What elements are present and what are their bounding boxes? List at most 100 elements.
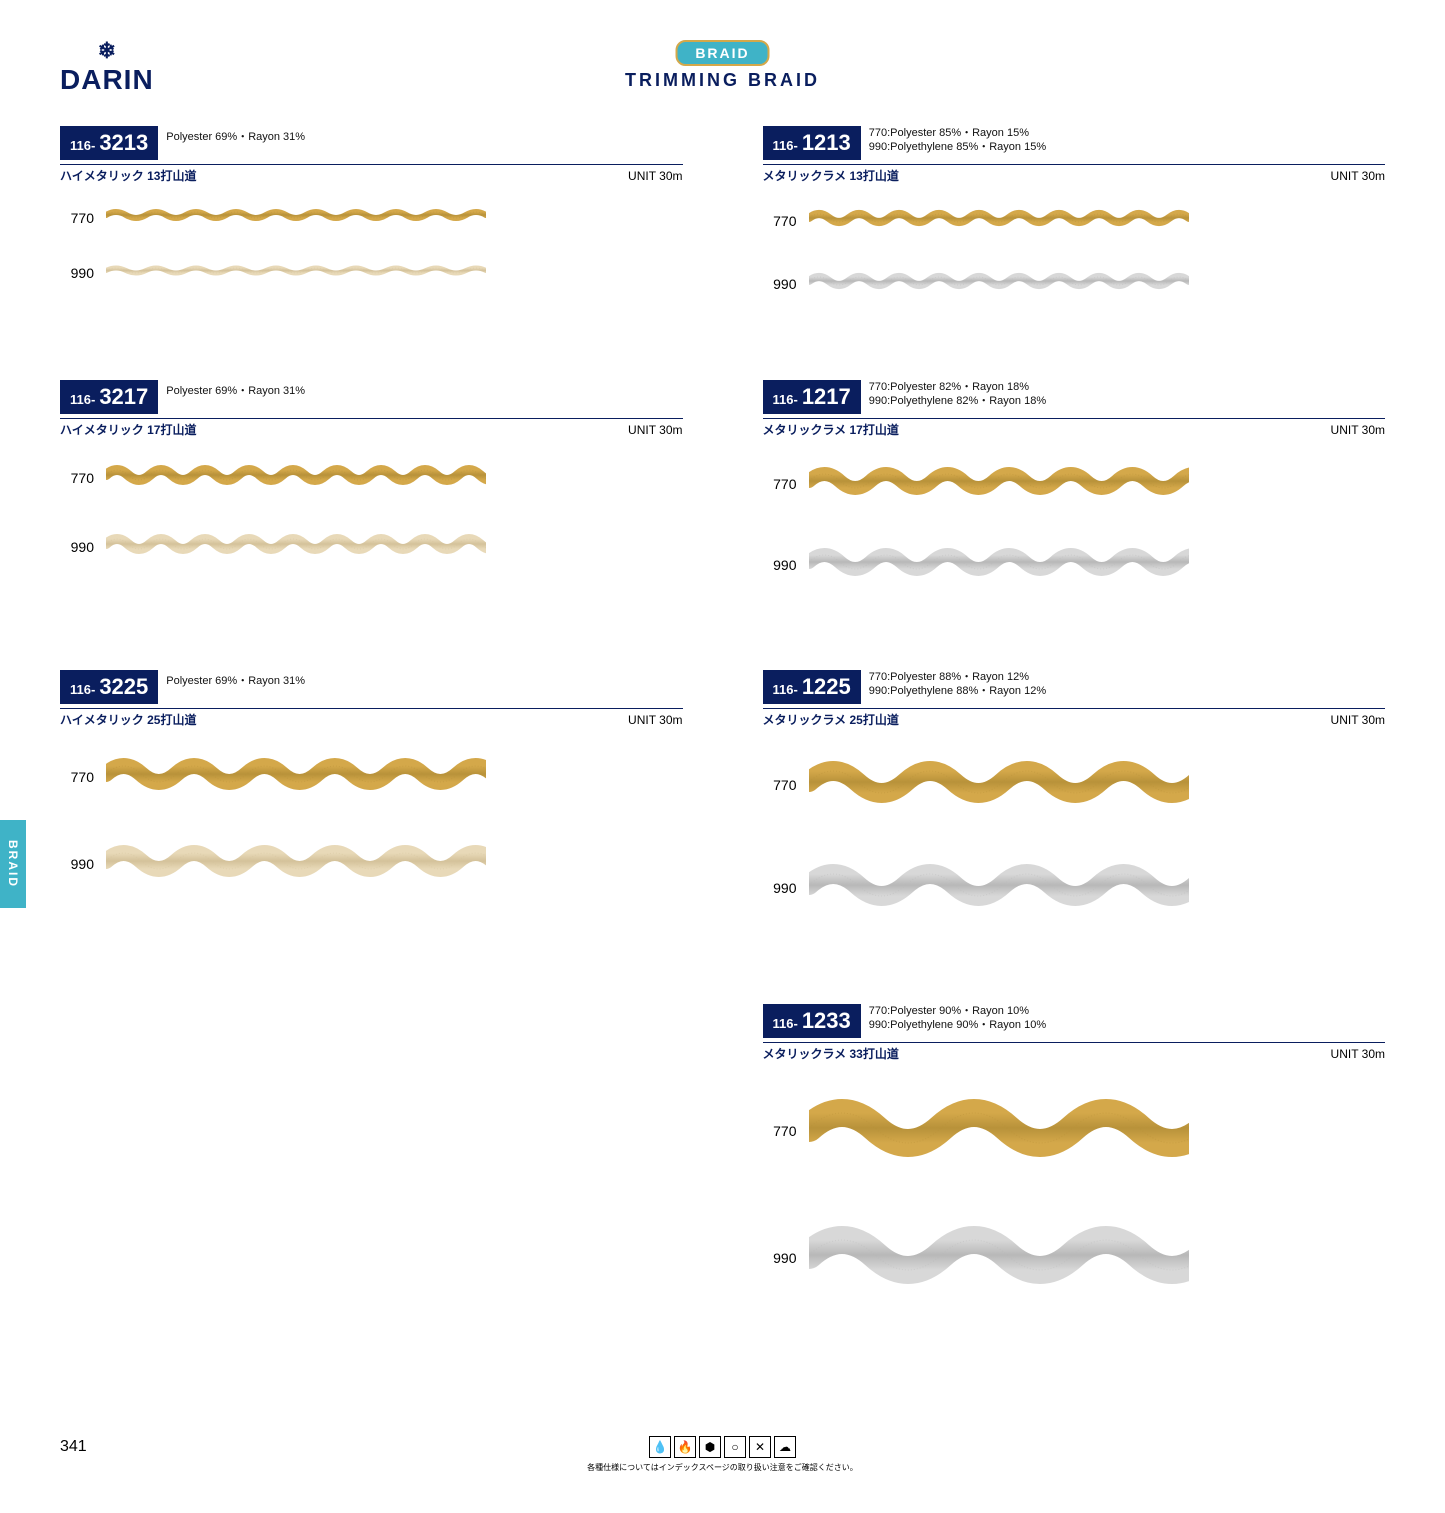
product-block: 116- 1217 770:Polyester 82%・Rayon 18%990… <box>763 380 1386 620</box>
code-prefix: 116- <box>70 138 95 153</box>
care-icons: 💧 🔥 ⬢ ○ ✕ ☁ <box>649 1436 796 1458</box>
product-unit: UNIT 30m <box>1331 169 1385 183</box>
swatch-row: 990 <box>60 527 683 566</box>
swatch-label: 990 <box>60 265 94 281</box>
code-prefix: 116- <box>773 392 798 407</box>
product-code-box: 116- 3217 <box>60 380 158 414</box>
code-prefix: 116- <box>773 682 798 697</box>
swatch-label: 770 <box>763 213 797 229</box>
wave-sample <box>106 527 683 566</box>
swatch-label: 770 <box>763 476 797 492</box>
swatch-row: 990 <box>763 267 1386 300</box>
code-prefix: 116- <box>773 138 798 153</box>
product-unit: UNIT 30m <box>628 713 682 727</box>
code-number: 3217 <box>99 384 148 410</box>
care-icon: ⬢ <box>699 1436 721 1458</box>
snowflake-icon: ❄ <box>98 40 116 62</box>
product-block: 116- 1233 770:Polyester 90%・Rayon 10%990… <box>763 1004 1386 1336</box>
swatch-row: 990 <box>763 851 1386 924</box>
code-number: 3213 <box>99 130 148 156</box>
product-jp-name: メタリックラメ 25打山道 <box>763 711 899 728</box>
product-code-box: 116- 1225 <box>763 670 861 704</box>
swatch-label: 990 <box>763 557 797 573</box>
product-jp-name: ハイメタリック 17打山道 <box>60 421 196 438</box>
product-jp-name: ハイメタリック 13打山道 <box>60 167 196 184</box>
product-code-box: 116- 1213 <box>763 126 861 160</box>
product-unit: UNIT 30m <box>1331 1047 1385 1061</box>
footer-note: 各種仕様についてはインデックスページの取り扱い注意をご確認ください。 <box>60 1462 1385 1473</box>
wave-sample <box>809 539 1386 590</box>
product-code-box: 116- 3213 <box>60 126 158 160</box>
swatch-label: 770 <box>60 470 94 486</box>
product-block: 116- 3225 Polyester 69%・Rayon 31% ハイメタリッ… <box>60 670 683 954</box>
product-block: 116- 1225 770:Polyester 88%・Rayon 12%990… <box>763 670 1386 954</box>
swatch-label: 770 <box>763 777 797 793</box>
care-icon: 🔥 <box>674 1436 696 1458</box>
care-icon: ✕ <box>749 1436 771 1458</box>
product-block: 116- 3217 Polyester 69%・Rayon 31% ハイメタリッ… <box>60 380 683 620</box>
wave-sample <box>106 835 683 892</box>
care-icon: 💧 <box>649 1436 671 1458</box>
swatch-row: 770 <box>763 1082 1386 1179</box>
category-pill: BRAID <box>675 40 769 66</box>
spec-lines: 770:Polyester 82%・Rayon 18%990:Polyethyl… <box>869 380 1046 409</box>
wave-sample <box>106 261 683 285</box>
product-code-box: 116- 3225 <box>60 670 158 704</box>
spec-lines: 770:Polyester 90%・Rayon 10%990:Polyethyl… <box>869 1004 1046 1033</box>
code-number: 1225 <box>802 674 851 700</box>
wave-sample <box>106 458 683 497</box>
swatch-row: 770 <box>763 748 1386 821</box>
product-unit: UNIT 30m <box>1331 423 1385 437</box>
swatch-row: 990 <box>60 835 683 892</box>
wave-sample <box>106 204 683 231</box>
swatch-label: 770 <box>60 769 94 785</box>
wave-sample <box>809 1082 1386 1179</box>
swatch-label: 990 <box>763 1250 797 1266</box>
code-number: 1213 <box>802 130 851 156</box>
swatch-row: 990 <box>60 261 683 285</box>
wave-sample <box>809 458 1386 509</box>
code-number: 1217 <box>802 384 851 410</box>
swatch-row: 770 <box>60 748 683 805</box>
wave-sample <box>809 267 1386 300</box>
swatch-label: 990 <box>60 856 94 872</box>
page-title: TRIMMING BRAID <box>625 70 820 91</box>
side-tab: BRAID <box>0 820 26 908</box>
product-block: 116- 3213 Polyester 69%・Rayon 31% ハイメタリッ… <box>60 126 683 330</box>
product-jp-name: メタリックラメ 33打山道 <box>763 1045 899 1062</box>
wave-sample <box>106 748 683 805</box>
swatch-label: 990 <box>763 276 797 292</box>
product-unit: UNIT 30m <box>1331 713 1385 727</box>
page-number: 341 <box>60 1438 87 1456</box>
spec-lines: Polyester 69%・Rayon 31% <box>166 380 305 398</box>
swatch-label: 990 <box>60 539 94 555</box>
product-code-box: 116- 1233 <box>763 1004 861 1038</box>
swatch-row: 770 <box>60 458 683 497</box>
code-number: 1233 <box>802 1008 851 1034</box>
code-prefix: 116- <box>70 682 95 697</box>
wave-sample <box>809 204 1386 237</box>
code-prefix: 116- <box>773 1016 798 1031</box>
code-number: 3225 <box>99 674 148 700</box>
product-jp-name: メタリックラメ 17打山道 <box>763 421 899 438</box>
swatch-label: 770 <box>60 210 94 226</box>
care-icon: ☁ <box>774 1436 796 1458</box>
product-unit: UNIT 30m <box>628 423 682 437</box>
product-jp-name: ハイメタリック 25打山道 <box>60 711 196 728</box>
swatch-label: 770 <box>763 1123 797 1139</box>
spec-lines: 770:Polyester 88%・Rayon 12%990:Polyethyl… <box>869 670 1046 699</box>
swatch-row: 990 <box>763 1209 1386 1306</box>
spec-lines: Polyester 69%・Rayon 31% <box>166 126 305 144</box>
swatch-row: 770 <box>763 204 1386 237</box>
product-block: 116- 1213 770:Polyester 85%・Rayon 15%990… <box>763 126 1386 330</box>
swatch-row: 770 <box>763 458 1386 509</box>
spec-lines: 770:Polyester 85%・Rayon 15%990:Polyethyl… <box>869 126 1046 155</box>
spec-lines: Polyester 69%・Rayon 31% <box>166 670 305 688</box>
brand-name: DARIN <box>60 64 154 96</box>
care-icon: ○ <box>724 1436 746 1458</box>
swatch-label: 990 <box>763 880 797 896</box>
swatch-row: 770 <box>60 204 683 231</box>
wave-sample <box>809 1209 1386 1306</box>
wave-sample <box>809 851 1386 924</box>
product-jp-name: メタリックラメ 13打山道 <box>763 167 899 184</box>
